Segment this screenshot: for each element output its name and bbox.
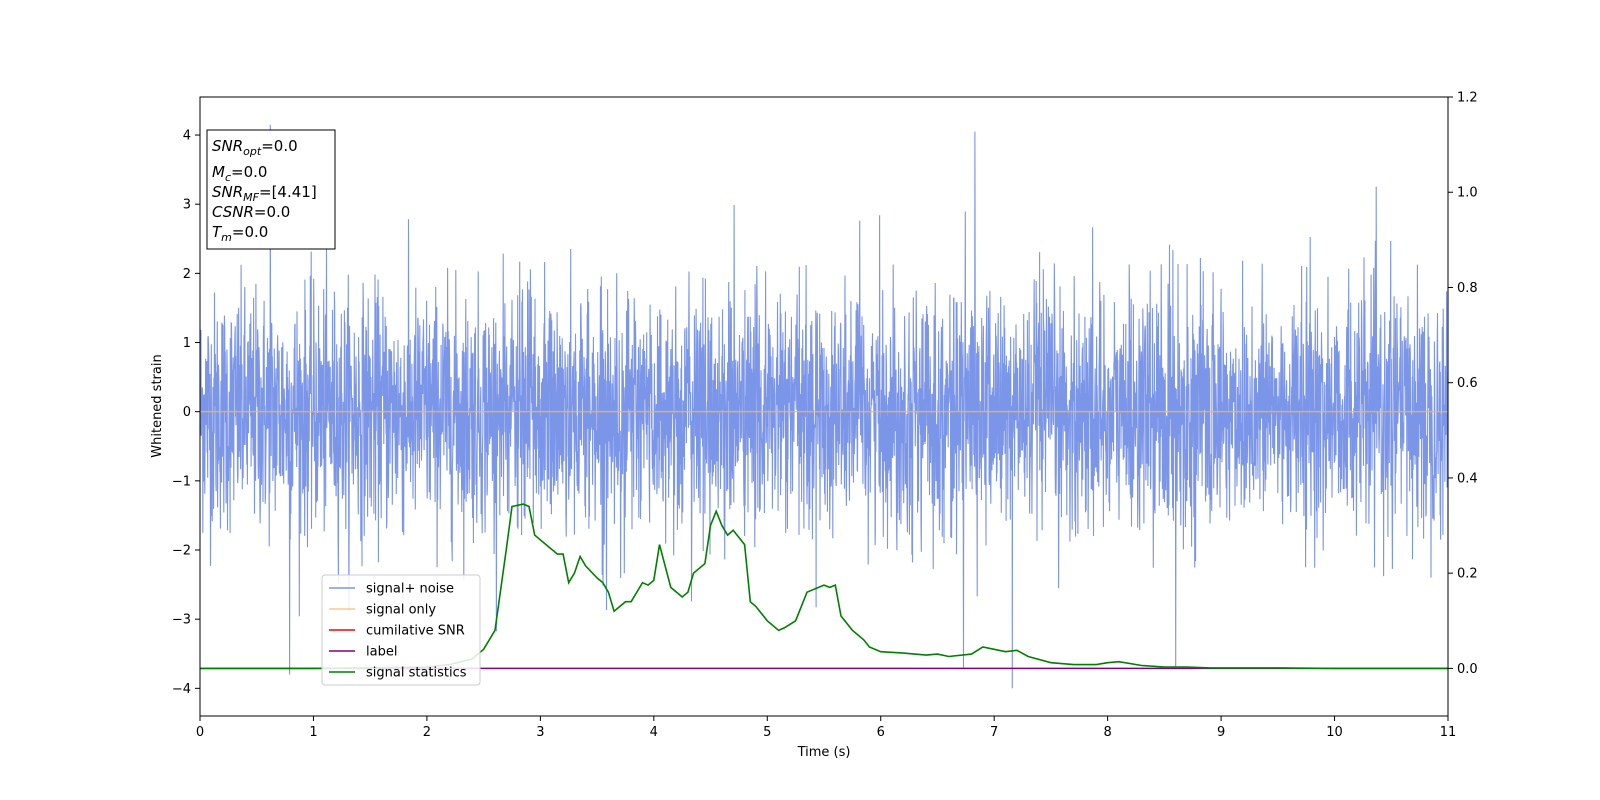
plot-frame bbox=[199, 96, 1449, 717]
x-axis: 0 1 2 3 4 5 6 7 8 9 10 11 bbox=[196, 716, 1456, 740]
info-line: SNRopt=0.0 bbox=[212, 137, 298, 158]
y2-tick-label: 0.8 bbox=[1457, 281, 1478, 296]
info-line: CSNR=0.0 bbox=[212, 203, 290, 221]
y-tick-label: 2 bbox=[183, 267, 191, 282]
info-line-subscript: opt bbox=[243, 145, 262, 158]
legend-label: signal statistics bbox=[366, 666, 467, 681]
info-line-symbol: CSNR bbox=[212, 203, 254, 221]
y-tick-label: −3 bbox=[172, 613, 191, 628]
y-tick-label: 1 bbox=[183, 336, 191, 351]
y-tick-label: 4 bbox=[183, 129, 191, 144]
info-line: SNRMF=[4.41] bbox=[212, 183, 317, 204]
signal-noise-trace bbox=[199, 124, 1449, 689]
x-tick-label: 7 bbox=[990, 725, 998, 740]
y-tick-label: −4 bbox=[172, 682, 191, 697]
x-axis-label: Time (s) bbox=[797, 745, 851, 760]
info-line-subscript: m bbox=[221, 231, 232, 244]
info-line-value: =0.0 bbox=[231, 163, 267, 181]
info-line: Mc=0.0 bbox=[212, 163, 267, 184]
legend-frame bbox=[321, 574, 481, 686]
info-line-subscript: MF bbox=[243, 191, 259, 204]
y2-tick-label: 0.6 bbox=[1457, 376, 1478, 391]
y-tick-label: 0 bbox=[183, 405, 191, 420]
x-tick-label: 11 bbox=[1440, 725, 1457, 740]
info-box-frame bbox=[206, 129, 336, 250]
legend: signal+ noise signal only cumilative SNR la… bbox=[321, 574, 481, 686]
y2-tick-label: 1.0 bbox=[1457, 186, 1478, 201]
x-tick-label: 5 bbox=[763, 725, 771, 740]
y2-tick-label: 0.2 bbox=[1457, 567, 1478, 582]
y-axis-right: 1.2 1.0 0.8 0.6 0.4 0.2 0.0 bbox=[1448, 91, 1478, 677]
y-tick-label: −2 bbox=[172, 544, 191, 559]
info-line-symbol: SNR bbox=[212, 183, 243, 201]
x-tick-label: 3 bbox=[536, 725, 544, 740]
info-line: Tm=0.0 bbox=[212, 223, 268, 244]
x-tick-label: 10 bbox=[1326, 725, 1343, 740]
info-line-symbol: T bbox=[212, 223, 223, 241]
info-line-value: =0.0 bbox=[254, 203, 290, 221]
info-line-symbol: SNR bbox=[212, 137, 243, 155]
legend-label: cumilative SNR bbox=[366, 624, 465, 639]
x-tick-label: 6 bbox=[877, 725, 885, 740]
legend-label: label bbox=[366, 645, 397, 660]
info-box: SNRopt=0.0Mc=0.0SNRMF=[4.41]CSNR=0.0Tm=0… bbox=[206, 129, 336, 250]
x-tick-label: 8 bbox=[1103, 725, 1111, 740]
y-axis-label: Whitened strain bbox=[150, 354, 165, 457]
x-tick-label: 9 bbox=[1217, 725, 1225, 740]
y-tick-label: 3 bbox=[183, 198, 191, 213]
x-tick-label: 4 bbox=[650, 725, 658, 740]
y-axis-left: 4 3 2 1 0 −1 −2 −3 −4 bbox=[172, 129, 200, 697]
y2-tick-label: 1.2 bbox=[1457, 91, 1478, 106]
x-tick-label: 0 bbox=[196, 725, 204, 740]
info-line-symbol: M bbox=[212, 163, 225, 181]
signal-statistics-line bbox=[200, 503, 1448, 670]
legend-label: signal+ noise bbox=[366, 582, 454, 597]
info-line-value: =0.0 bbox=[232, 223, 268, 241]
info-line-value: =[4.41] bbox=[259, 183, 317, 201]
y2-tick-label: 0.0 bbox=[1457, 662, 1478, 677]
y-tick-label: −1 bbox=[172, 474, 191, 489]
x-tick-label: 2 bbox=[423, 725, 431, 740]
info-line-value: =0.0 bbox=[261, 137, 297, 155]
info-line-subscript: c bbox=[225, 171, 231, 184]
signal-noise-polyline bbox=[199, 124, 1449, 689]
y2-tick-label: 0.4 bbox=[1457, 471, 1478, 486]
legend-label: signal only bbox=[366, 603, 436, 618]
x-tick-label: 1 bbox=[309, 725, 317, 740]
